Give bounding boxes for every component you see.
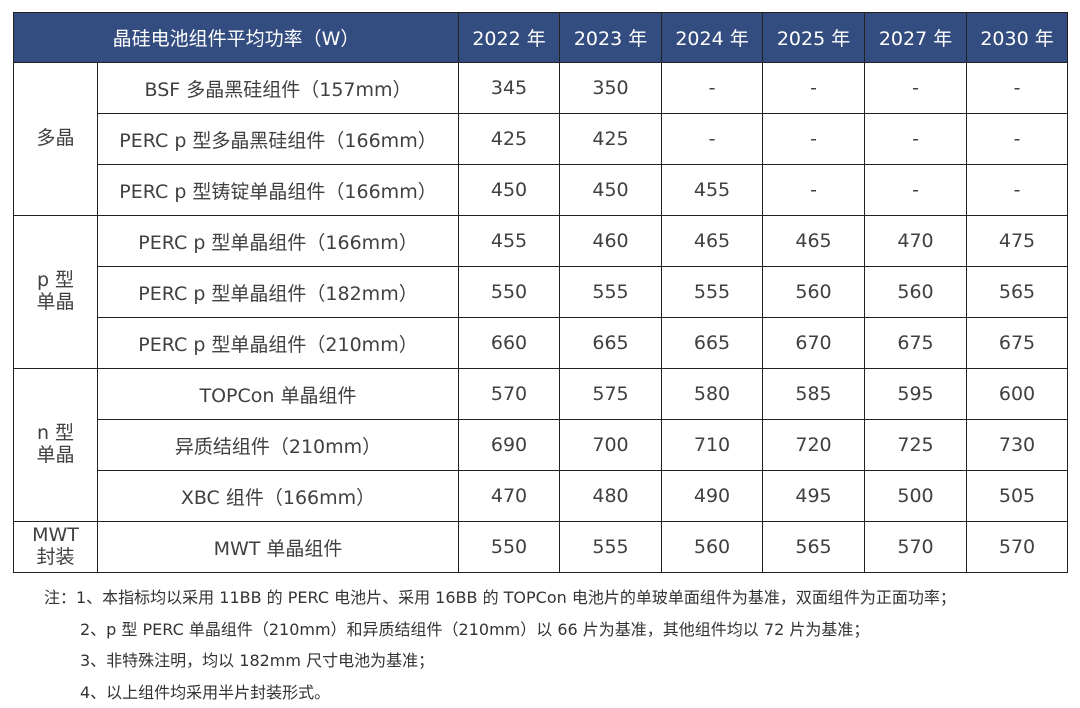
power-value: 660: [459, 318, 560, 369]
power-value: 470: [459, 471, 560, 522]
power-value: -: [865, 63, 967, 114]
header-title: 晶硅电池组件平均功率（W）: [14, 13, 459, 63]
power-value: 500: [865, 471, 967, 522]
power-value: -: [662, 63, 763, 114]
power-value: 450: [560, 165, 662, 216]
power-value: 455: [459, 216, 560, 267]
power-value: 450: [459, 165, 560, 216]
power-value: -: [865, 114, 967, 165]
group-label: MWT 封装: [14, 522, 98, 573]
module-name: TOPCon 单晶组件: [98, 369, 459, 420]
power-value: 480: [560, 471, 662, 522]
module-name: PERC p 型单晶组件（166mm）: [98, 216, 459, 267]
year-header: 2027 年: [865, 13, 967, 63]
power-value: 720: [763, 420, 865, 471]
power-value: 675: [865, 318, 967, 369]
power-value: -: [967, 165, 1068, 216]
note-1: 注：1、本指标均以采用 11BB 的 PERC 电池片、采用 16BB 的 TO…: [44, 582, 956, 614]
year-header: 2025 年: [763, 13, 865, 63]
power-value: 670: [763, 318, 865, 369]
power-value: 570: [967, 522, 1068, 573]
power-value: 560: [662, 522, 763, 573]
power-value: 595: [865, 369, 967, 420]
power-value: 505: [967, 471, 1068, 522]
power-value: 665: [560, 318, 662, 369]
power-value: 575: [560, 369, 662, 420]
power-value: 665: [662, 318, 763, 369]
power-value: 465: [662, 216, 763, 267]
group-label: n 型 单晶: [14, 369, 98, 522]
power-value: 570: [459, 369, 560, 420]
note-3: 3、非特殊注明，均以 182mm 尺寸电池为基准；: [44, 645, 956, 677]
group-label: p 型 单晶: [14, 216, 98, 369]
power-value: 495: [763, 471, 865, 522]
power-value: -: [865, 165, 967, 216]
module-name: PERC p 型单晶组件（182mm）: [98, 267, 459, 318]
note-2: 2、p 型 PERC 单晶组件（210mm）和异质结组件（210mm）以 66 …: [44, 614, 956, 646]
power-value: 465: [763, 216, 865, 267]
module-name: BSF 多晶黑硅组件（157mm）: [98, 63, 459, 114]
power-value: 570: [865, 522, 967, 573]
power-value: 555: [560, 267, 662, 318]
power-value: -: [763, 165, 865, 216]
module-name: PERC p 型单晶组件（210mm）: [98, 318, 459, 369]
year-header: 2030 年: [967, 13, 1068, 63]
power-value: -: [967, 63, 1068, 114]
power-value: 565: [763, 522, 865, 573]
power-value: 730: [967, 420, 1068, 471]
power-value: 470: [865, 216, 967, 267]
power-value: 560: [865, 267, 967, 318]
power-value: -: [662, 114, 763, 165]
power-value: 700: [560, 420, 662, 471]
power-value: 600: [967, 369, 1068, 420]
power-value: -: [967, 114, 1068, 165]
power-value: 565: [967, 267, 1068, 318]
module-name: 异质结组件（210mm）: [98, 420, 459, 471]
power-value: 585: [763, 369, 865, 420]
year-header: 2022 年: [459, 13, 560, 63]
power-value: 425: [560, 114, 662, 165]
power-value: 475: [967, 216, 1068, 267]
module-name: MWT 单晶组件: [98, 522, 459, 573]
note-4: 4、以上组件均采用半片封装形式。: [44, 677, 956, 708]
module-name: XBC 组件（166mm）: [98, 471, 459, 522]
power-value: 580: [662, 369, 763, 420]
power-value: 675: [967, 318, 1068, 369]
module-name: PERC p 型多晶黑硅组件（166mm）: [98, 114, 459, 165]
year-header: 2023 年: [560, 13, 662, 63]
power-value: 455: [662, 165, 763, 216]
power-value: 345: [459, 63, 560, 114]
power-value: 490: [662, 471, 763, 522]
power-value: 350: [560, 63, 662, 114]
power-value: 690: [459, 420, 560, 471]
power-value: 725: [865, 420, 967, 471]
power-value: 555: [560, 522, 662, 573]
power-value: 460: [560, 216, 662, 267]
power-value: 555: [662, 267, 763, 318]
power-value: 560: [763, 267, 865, 318]
power-value: 425: [459, 114, 560, 165]
power-value: -: [763, 114, 865, 165]
power-value: -: [763, 63, 865, 114]
year-header: 2024 年: [662, 13, 763, 63]
group-label: 多晶: [14, 63, 98, 216]
notes: 注：1、本指标均以采用 11BB 的 PERC 电池片、采用 16BB 的 TO…: [44, 582, 956, 708]
power-value: 550: [459, 267, 560, 318]
power-value: 550: [459, 522, 560, 573]
power-value: 710: [662, 420, 763, 471]
module-name: PERC p 型铸锭单晶组件（166mm）: [98, 165, 459, 216]
